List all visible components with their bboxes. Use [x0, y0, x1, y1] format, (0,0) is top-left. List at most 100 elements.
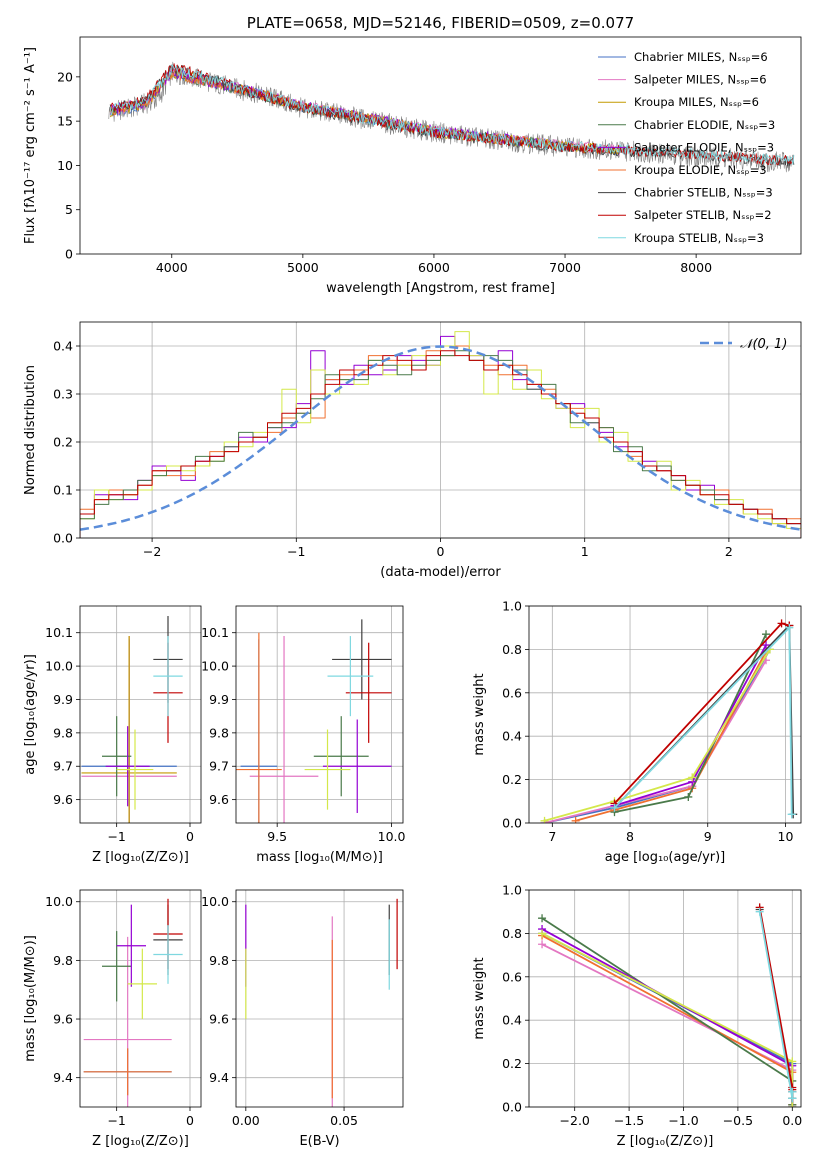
x-axis-label: Z [log₁₀(Z/Z⊙)] — [92, 1134, 189, 1149]
y-tick-label: 0.3 — [53, 387, 73, 402]
x-axis-label: (data-model)/error — [380, 565, 501, 580]
y-tick-label: 0.0 — [502, 816, 522, 831]
spectrum-model-line — [109, 63, 795, 166]
x-tick-label: 0.00 — [232, 1113, 260, 1128]
mass-weight-marker — [540, 816, 549, 823]
legend-label: Kroupa STELIB, Nₛₛₚ=3 — [634, 231, 764, 245]
x-tick-label: 1 — [581, 544, 589, 559]
legend-label: Salpeter ELODIE, Nₛₛₚ=3 — [634, 140, 774, 154]
x-tick-label: 10.0 — [378, 829, 406, 844]
x-tick-label: −0.5 — [723, 1113, 753, 1128]
mass-weight-marker — [777, 619, 786, 628]
x-tick-label: 8 — [626, 829, 634, 844]
y-tick-label: 10 — [57, 158, 73, 173]
mass-weight-marker — [571, 816, 580, 823]
y-tick-label: 9.8 — [53, 725, 73, 740]
y-tick-label: 9.7 — [209, 759, 229, 774]
y-tick-label: 9.6 — [209, 1012, 229, 1027]
mass-weight-marker — [785, 623, 794, 632]
x-tick-label: 0 — [437, 544, 445, 559]
axes-frame — [79, 889, 202, 1108]
y-tick-label: 5 — [65, 202, 73, 217]
x-tick-label: 0 — [186, 829, 194, 844]
x-tick-label: 6000 — [418, 260, 450, 275]
y-tick-label: 0.0 — [53, 531, 73, 546]
y-axis-label: age [log₁₀(age/yr)] — [23, 654, 38, 775]
plot-area-mass-vs-Z — [83, 898, 183, 1107]
x-tick-label: 10 — [778, 829, 794, 844]
x-tick-label: −1 — [287, 544, 305, 559]
y-tick-label: 0.2 — [53, 435, 73, 450]
y-tick-label: 10.0 — [201, 659, 229, 674]
x-axis-label: mass [log₁₀(M/M⊙)] — [256, 850, 383, 865]
y-tick-label: 0.6 — [502, 685, 522, 700]
mass-weight-marker — [788, 1057, 797, 1066]
y-tick-label: 9.4 — [209, 1070, 229, 1085]
axes-frame — [528, 889, 802, 1108]
axes-frame — [235, 889, 404, 1108]
x-tick-label: −1.0 — [668, 1113, 698, 1128]
x-tick-label: 0.05 — [330, 1113, 358, 1128]
y-tick-label: 9.8 — [209, 725, 229, 740]
legend-label: Salpeter STELIB, Nₛₛₚ=2 — [634, 208, 772, 222]
y-axis-label: Flux [fλ10⁻¹⁷ erg cm⁻² s⁻¹ A⁻¹] — [23, 47, 38, 244]
plot-area-mass-vs-ebv — [245, 898, 398, 1107]
mass-weight-line — [541, 943, 794, 1105]
y-tick-label: 0.8 — [502, 926, 522, 941]
y-tick-label: 9.8 — [209, 953, 229, 968]
mass-weight-marker — [788, 1087, 797, 1096]
legend-label: Salpeter MILES, Nₛₛₚ=6 — [634, 73, 767, 87]
x-tick-label: −2.0 — [560, 1113, 590, 1128]
legend-label: Chabrier ELODIE, Nₛₛₚ=3 — [634, 118, 775, 132]
legend-label: 𝒩(0, 1) — [740, 337, 787, 352]
x-axis-label: E(B-V) — [299, 1134, 339, 1149]
axes-frame — [79, 605, 202, 824]
x-axis-label: age [log₁₀(age/yr)] — [605, 850, 726, 865]
x-tick-label: 4000 — [156, 260, 188, 275]
x-tick-label: 9 — [704, 829, 712, 844]
x-tick-label: 7 — [548, 829, 556, 844]
y-tick-label: 20 — [57, 69, 73, 84]
mass-weight-marker — [788, 1103, 797, 1107]
mass-weight-marker — [755, 907, 764, 916]
x-tick-label: 5000 — [287, 260, 319, 275]
y-tick-label: 0.4 — [53, 339, 73, 354]
y-tick-label: 10.0 — [45, 894, 73, 909]
x-tick-label: 0.0 — [782, 1113, 802, 1128]
y-tick-label: 9.9 — [209, 692, 229, 707]
plot-area-massweight-vs-age — [540, 619, 798, 823]
histogram-step — [80, 350, 801, 538]
mass-weight-marker — [684, 792, 693, 801]
mass-weight-marker — [538, 940, 547, 949]
chart-title: PLATE=0658, MJD=52146, FIBERID=0509, z=0… — [247, 14, 634, 32]
y-tick-label: 9.6 — [53, 1012, 73, 1027]
mass-weight-marker — [688, 773, 697, 782]
y-tick-label: 0.4 — [502, 729, 522, 744]
x-tick-label: −1 — [107, 829, 125, 844]
plot-area-massweight-vs-Z — [538, 903, 797, 1107]
mass-weight-marker — [762, 630, 771, 639]
legend-label: Kroupa ELODIE, Nₛₛₚ=3 — [634, 163, 767, 177]
mass-weight-marker — [538, 929, 547, 938]
y-tick-label: 0.1 — [53, 483, 73, 498]
mass-weight-marker — [610, 803, 619, 812]
y-tick-label: 0.2 — [502, 1056, 522, 1071]
y-axis-label: Normed distribution — [23, 365, 38, 495]
mass-weight-marker — [538, 914, 547, 923]
x-tick-label: 0 — [186, 1113, 194, 1128]
y-tick-label: 9.4 — [53, 1070, 73, 1085]
y-axis-label: mass weight — [472, 957, 487, 1039]
mass-weight-marker — [762, 641, 771, 650]
y-tick-label: 0.6 — [502, 969, 522, 984]
mass-weight-line — [544, 648, 771, 822]
y-tick-label: 9.6 — [209, 792, 229, 807]
axes-frame — [528, 605, 802, 824]
axes-frame — [79, 36, 802, 255]
x-tick-label: 7000 — [549, 260, 581, 275]
x-tick-label: −2 — [143, 544, 161, 559]
legend-label: Chabrier MILES, Nₛₛₚ=6 — [634, 50, 768, 64]
plot-area-age-vs-mass — [236, 619, 392, 823]
plot-area-residuals — [80, 331, 801, 538]
y-tick-label: 1.0 — [502, 883, 522, 898]
